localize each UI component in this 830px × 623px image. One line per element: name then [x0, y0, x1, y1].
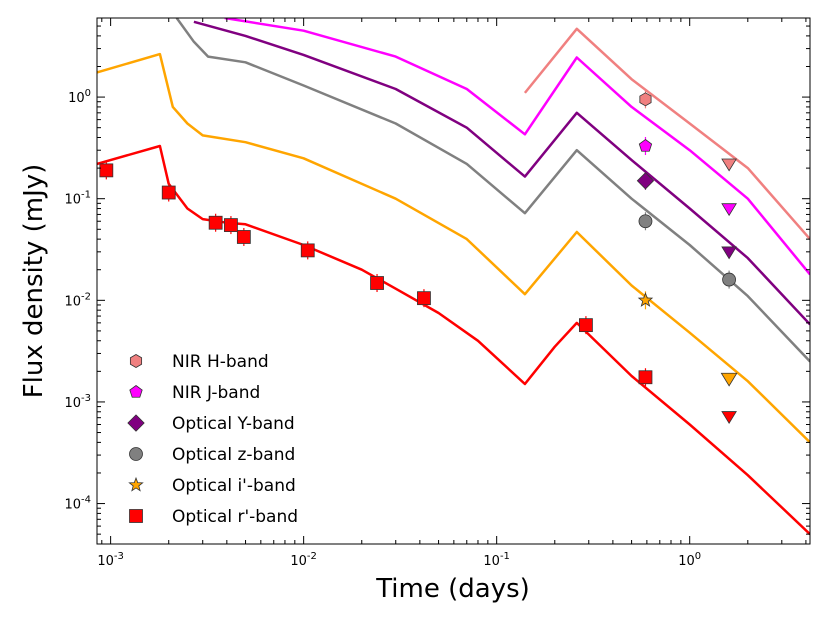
data-point	[161, 185, 176, 200]
legend-label: NIR J-band	[172, 383, 260, 403]
model-curve	[224, 18, 810, 276]
legend-label: Optical i'-band	[172, 476, 296, 496]
data-point	[637, 292, 654, 307]
model-curve	[193, 20, 810, 326]
legend-label: Optical Y-band	[172, 414, 295, 434]
x-tick-label: 10-3	[97, 551, 124, 569]
data-point	[370, 276, 384, 290]
data-point	[236, 230, 251, 244]
legend-label: Optical z-band	[172, 445, 295, 465]
upper-limit-marker	[720, 372, 738, 387]
legend-marker	[129, 354, 143, 368]
upper-limit-marker	[721, 158, 737, 172]
y-tick-label: 100	[68, 88, 91, 106]
y-tick-label: 10-1	[64, 190, 91, 208]
model-curve	[175, 18, 810, 363]
upper-limit-marker	[721, 411, 737, 425]
model-curve	[97, 52, 810, 444]
legend-marker	[128, 476, 144, 492]
model-curve	[97, 144, 810, 536]
y-axis-label: Flux density (mJy)	[19, 164, 49, 399]
data-point	[224, 218, 238, 232]
data-point	[638, 214, 653, 229]
x-tick-label: 10-1	[483, 551, 510, 569]
x-tick-label: 100	[678, 551, 701, 569]
y-tick-label: 10-2	[64, 291, 91, 309]
legend-label: NIR H-band	[172, 352, 269, 372]
legend-marker	[129, 385, 143, 398]
x-tick-label: 10-2	[290, 551, 317, 569]
legend: NIR H-band NIR J-band Optical Y-band Optica…	[127, 352, 298, 527]
data-point	[579, 318, 593, 333]
data-point	[99, 163, 114, 178]
model-curve	[523, 27, 810, 240]
data-point	[208, 215, 223, 230]
legend-marker	[129, 509, 143, 523]
data-point	[417, 291, 431, 306]
data-point	[300, 243, 315, 258]
upper-limit-marker	[721, 246, 737, 260]
data-point	[638, 370, 653, 385]
data-point	[638, 139, 653, 152]
legend-marker	[129, 447, 143, 461]
legend-label: Optical r'-band	[172, 507, 298, 527]
data-point	[636, 172, 655, 190]
y-tick-label: 10-3	[64, 393, 91, 411]
y-tick-label: 10-4	[64, 495, 91, 513]
upper-limit-marker	[721, 203, 737, 217]
data-point	[639, 92, 652, 107]
x-axis-label: Time (days)	[375, 574, 530, 604]
legend-marker	[127, 414, 145, 432]
data-point	[722, 272, 736, 287]
